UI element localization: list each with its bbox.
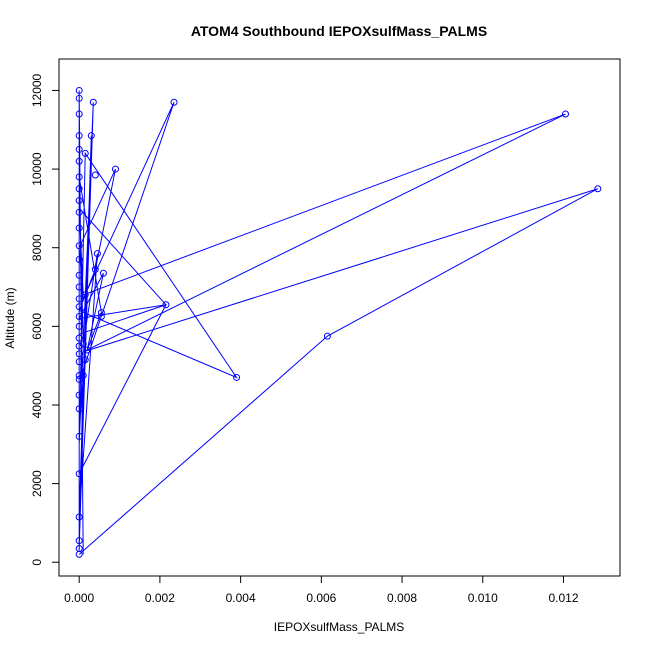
data-point xyxy=(75,110,83,118)
data-point xyxy=(75,132,83,140)
data-point xyxy=(75,544,83,552)
data-point xyxy=(75,350,83,358)
data-point xyxy=(75,391,83,399)
data-point xyxy=(233,373,241,381)
data-point xyxy=(75,242,83,250)
data-point xyxy=(170,98,178,106)
data-point xyxy=(81,356,89,364)
data-point xyxy=(75,334,83,342)
data-point xyxy=(75,342,83,350)
data-point xyxy=(91,265,99,273)
data-point xyxy=(75,256,83,264)
data-point xyxy=(79,371,87,379)
data-point xyxy=(75,173,83,181)
data-point xyxy=(323,332,331,340)
data-point xyxy=(79,340,87,348)
y-tick-label: 8000 xyxy=(30,234,44,261)
y-tick-label: 10000 xyxy=(30,152,44,186)
y-axis: 0 2000 4000 6000 8000 10000 12000 xyxy=(30,73,60,566)
chart-title: ATOM4 Southbound IEPOXsulfMass_PALMS xyxy=(191,23,487,39)
x-axis: 0.000 0.002 0.004 0.006 0.008 0.010 0.012 xyxy=(64,575,579,605)
series-lines xyxy=(78,90,599,555)
data-point xyxy=(75,313,83,321)
data-point xyxy=(93,250,101,258)
data-point xyxy=(75,157,83,165)
y-tick-label: 2000 xyxy=(30,470,44,497)
data-point xyxy=(87,132,95,140)
data-points xyxy=(75,86,602,558)
data-point xyxy=(81,149,89,157)
data-point xyxy=(562,110,570,118)
data-point xyxy=(75,197,83,205)
data-point xyxy=(89,98,97,106)
data-point xyxy=(81,291,89,299)
data-point xyxy=(99,269,107,277)
data-point xyxy=(75,405,83,413)
data-point xyxy=(75,513,83,521)
x-tick-label: 0.012 xyxy=(548,591,578,605)
data-point xyxy=(75,432,83,440)
data-point xyxy=(75,94,83,102)
y-tick-label: 12000 xyxy=(30,73,44,107)
y-tick-label: 0 xyxy=(30,559,44,566)
data-point xyxy=(75,537,83,545)
data-point xyxy=(75,295,83,303)
data-point xyxy=(162,301,170,309)
data-point xyxy=(75,303,83,311)
x-axis-label: IEPOXsulfMass_PALMS xyxy=(274,620,405,634)
x-tick-label: 0.010 xyxy=(468,591,498,605)
x-tick-label: 0.004 xyxy=(226,591,256,605)
data-point xyxy=(75,470,83,478)
data-point xyxy=(75,145,83,153)
data-point xyxy=(83,346,91,354)
data-point xyxy=(91,171,99,179)
series-line xyxy=(78,90,599,555)
y-tick-label: 4000 xyxy=(30,391,44,418)
data-point xyxy=(112,165,119,173)
data-point xyxy=(75,358,83,366)
data-point xyxy=(75,208,83,216)
data-point xyxy=(75,185,83,193)
data-point xyxy=(75,322,83,330)
data-point xyxy=(75,371,83,379)
data-point xyxy=(594,185,602,193)
data-point xyxy=(97,309,105,317)
data-point xyxy=(75,375,83,383)
x-tick-label: 0.006 xyxy=(306,591,336,605)
x-tick-label: 0.000 xyxy=(64,591,94,605)
data-point xyxy=(75,283,83,291)
data-point xyxy=(75,224,83,232)
x-tick-label: 0.008 xyxy=(387,591,417,605)
data-point xyxy=(97,313,105,321)
x-tick-label: 0.002 xyxy=(145,591,175,605)
y-tick-label: 6000 xyxy=(30,313,44,340)
data-point xyxy=(75,86,83,94)
data-point xyxy=(75,271,83,279)
y-axis-label: Altitude (m) xyxy=(3,287,17,348)
